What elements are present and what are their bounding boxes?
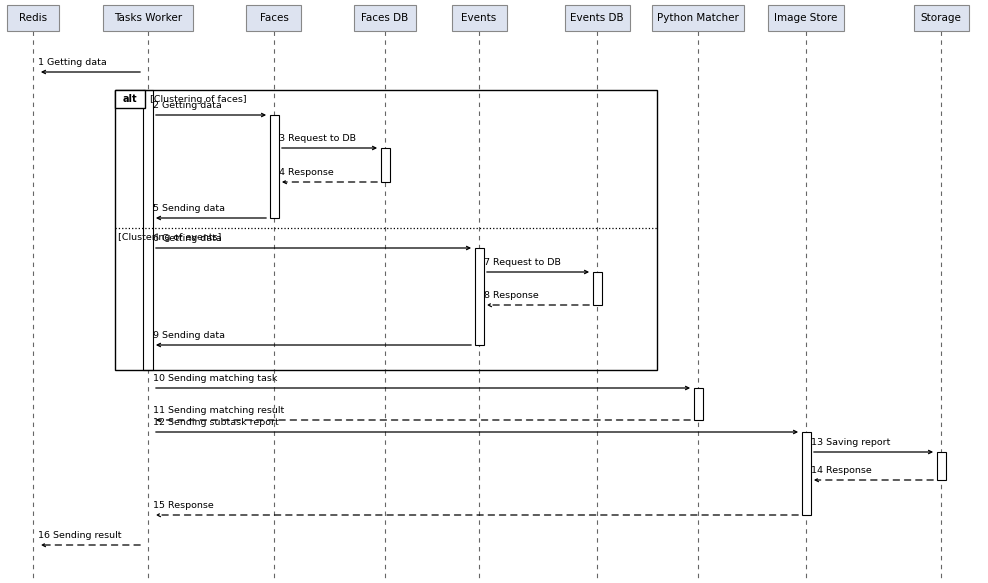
Bar [937, 452, 946, 480]
Text: 2 Getting data: 2 Getting data [153, 101, 221, 110]
Bar [452, 5, 507, 31]
Text: 7 Request to DB: 7 Request to DB [484, 258, 561, 268]
Text: 1 Getting data: 1 Getting data [38, 58, 107, 67]
Bar [115, 90, 657, 370]
Bar [694, 388, 702, 420]
Text: Faces: Faces [260, 13, 288, 23]
Text: 16 Sending result: 16 Sending result [38, 531, 122, 540]
Bar [801, 432, 810, 515]
Text: Events: Events [461, 13, 497, 23]
Text: 6 Getting data: 6 Getting data [153, 234, 221, 243]
Text: 3 Request to DB: 3 Request to DB [279, 134, 356, 143]
Bar [354, 5, 416, 31]
Bar [143, 90, 153, 370]
Bar [593, 272, 602, 305]
Bar [564, 5, 629, 31]
Bar [768, 5, 844, 31]
Text: 13 Saving report: 13 Saving report [811, 438, 890, 447]
Bar [380, 148, 389, 182]
Text: 10 Sending matching task: 10 Sending matching task [153, 374, 278, 384]
Text: Tasks Worker: Tasks Worker [114, 13, 182, 23]
Bar [914, 5, 968, 31]
Text: Image Store: Image Store [775, 13, 838, 23]
Bar [103, 5, 193, 31]
Bar [474, 248, 483, 345]
Text: 14 Response: 14 Response [811, 466, 871, 475]
Bar [246, 5, 301, 31]
Text: Faces DB: Faces DB [362, 13, 409, 23]
Bar [652, 5, 744, 31]
Text: 9 Sending data: 9 Sending data [153, 331, 225, 340]
Bar [7, 5, 59, 31]
Bar [270, 115, 279, 218]
Text: [Clustering of faces]: [Clustering of faces] [150, 94, 247, 104]
Text: Python Matcher: Python Matcher [657, 13, 739, 23]
Text: Events DB: Events DB [570, 13, 623, 23]
Text: [Clustering of events]: [Clustering of events] [118, 233, 221, 242]
Text: 11 Sending matching result: 11 Sending matching result [153, 406, 285, 415]
Text: alt: alt [123, 94, 137, 104]
Text: 8 Response: 8 Response [484, 292, 538, 300]
Bar [115, 90, 145, 108]
Text: 12 Sending subtask report: 12 Sending subtask report [153, 419, 279, 427]
Text: Redis: Redis [19, 13, 47, 23]
Text: Storage: Storage [921, 13, 961, 23]
Text: 5 Sending data: 5 Sending data [153, 204, 225, 213]
Text: 15 Response: 15 Response [153, 501, 213, 510]
Text: 4 Response: 4 Response [279, 168, 334, 177]
